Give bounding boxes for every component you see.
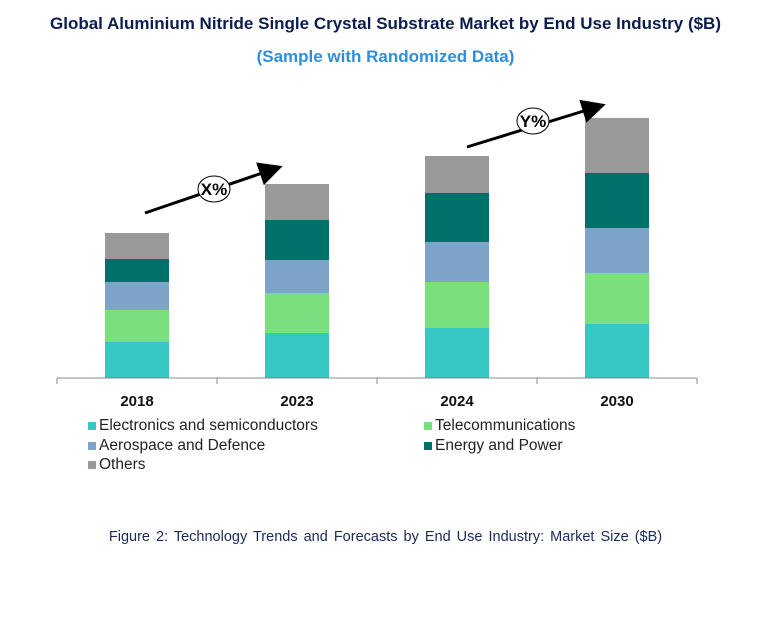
- figure-caption: Figure 2: Technology Trends and Forecast…: [108, 529, 663, 545]
- bar-segment-2030-2: [585, 228, 649, 273]
- x-tick-label: 2030: [600, 393, 633, 410]
- legend-item: Aerospace and Defence: [88, 437, 265, 455]
- bar-segment-2024-0: [425, 328, 489, 378]
- legend-label: Electronics and semiconductors: [99, 417, 318, 434]
- bar-segment-2023-0: [265, 333, 329, 378]
- bar-segment-2030-4: [585, 118, 649, 173]
- x-tick-label: 2023: [280, 393, 313, 410]
- legend-item: Telecommunications: [424, 417, 575, 435]
- bar-segment-2018-2: [105, 282, 169, 310]
- bar-segment-2030-3: [585, 173, 649, 228]
- legend-swatch: [88, 422, 96, 430]
- bar-segment-2030-0: [585, 324, 649, 378]
- legend-item: Electronics and semiconductors: [88, 417, 318, 435]
- bar-segment-2023-2: [265, 260, 329, 293]
- bar-segment-2023-4: [265, 184, 329, 220]
- legend-label: Energy and Power: [435, 437, 563, 454]
- bar-segment-2030-1: [585, 273, 649, 324]
- x-tick-label: 2018: [120, 393, 153, 410]
- legend-item: Energy and Power: [424, 437, 563, 455]
- growth-label: Y%: [520, 112, 546, 131]
- chart-subtitle: (Sample with Randomized Data): [256, 47, 515, 66]
- bar-segment-2024-3: [425, 193, 489, 242]
- legend-swatch: [88, 461, 96, 469]
- bar-segment-2024-1: [425, 282, 489, 328]
- legend-swatch: [88, 442, 96, 450]
- legend-item: Others: [88, 456, 146, 474]
- growth-label-bubble: [197, 175, 231, 203]
- bar-segment-2023-1: [265, 293, 329, 333]
- legend-label: Aerospace and Defence: [99, 437, 266, 454]
- chart-title: Global Aluminium Nitride Single Crystal …: [50, 14, 721, 33]
- bar-segment-2018-0: [105, 342, 169, 378]
- legend-swatch: [424, 422, 432, 430]
- bar-segment-2018-1: [105, 310, 169, 342]
- x-tick-label: 2024: [440, 393, 474, 410]
- growth-label: X%: [201, 180, 227, 199]
- legend-label: Telecommunications: [435, 417, 576, 434]
- bar-segment-2023-3: [265, 220, 329, 260]
- growth-label-bubble: [516, 107, 550, 135]
- bar-segment-2024-4: [425, 156, 489, 193]
- legend-swatch: [424, 442, 432, 450]
- bar-segment-2018-4: [105, 233, 169, 259]
- legend-label: Others: [99, 456, 146, 473]
- bar-segment-2018-3: [105, 259, 169, 282]
- bar-segment-2024-2: [425, 242, 489, 282]
